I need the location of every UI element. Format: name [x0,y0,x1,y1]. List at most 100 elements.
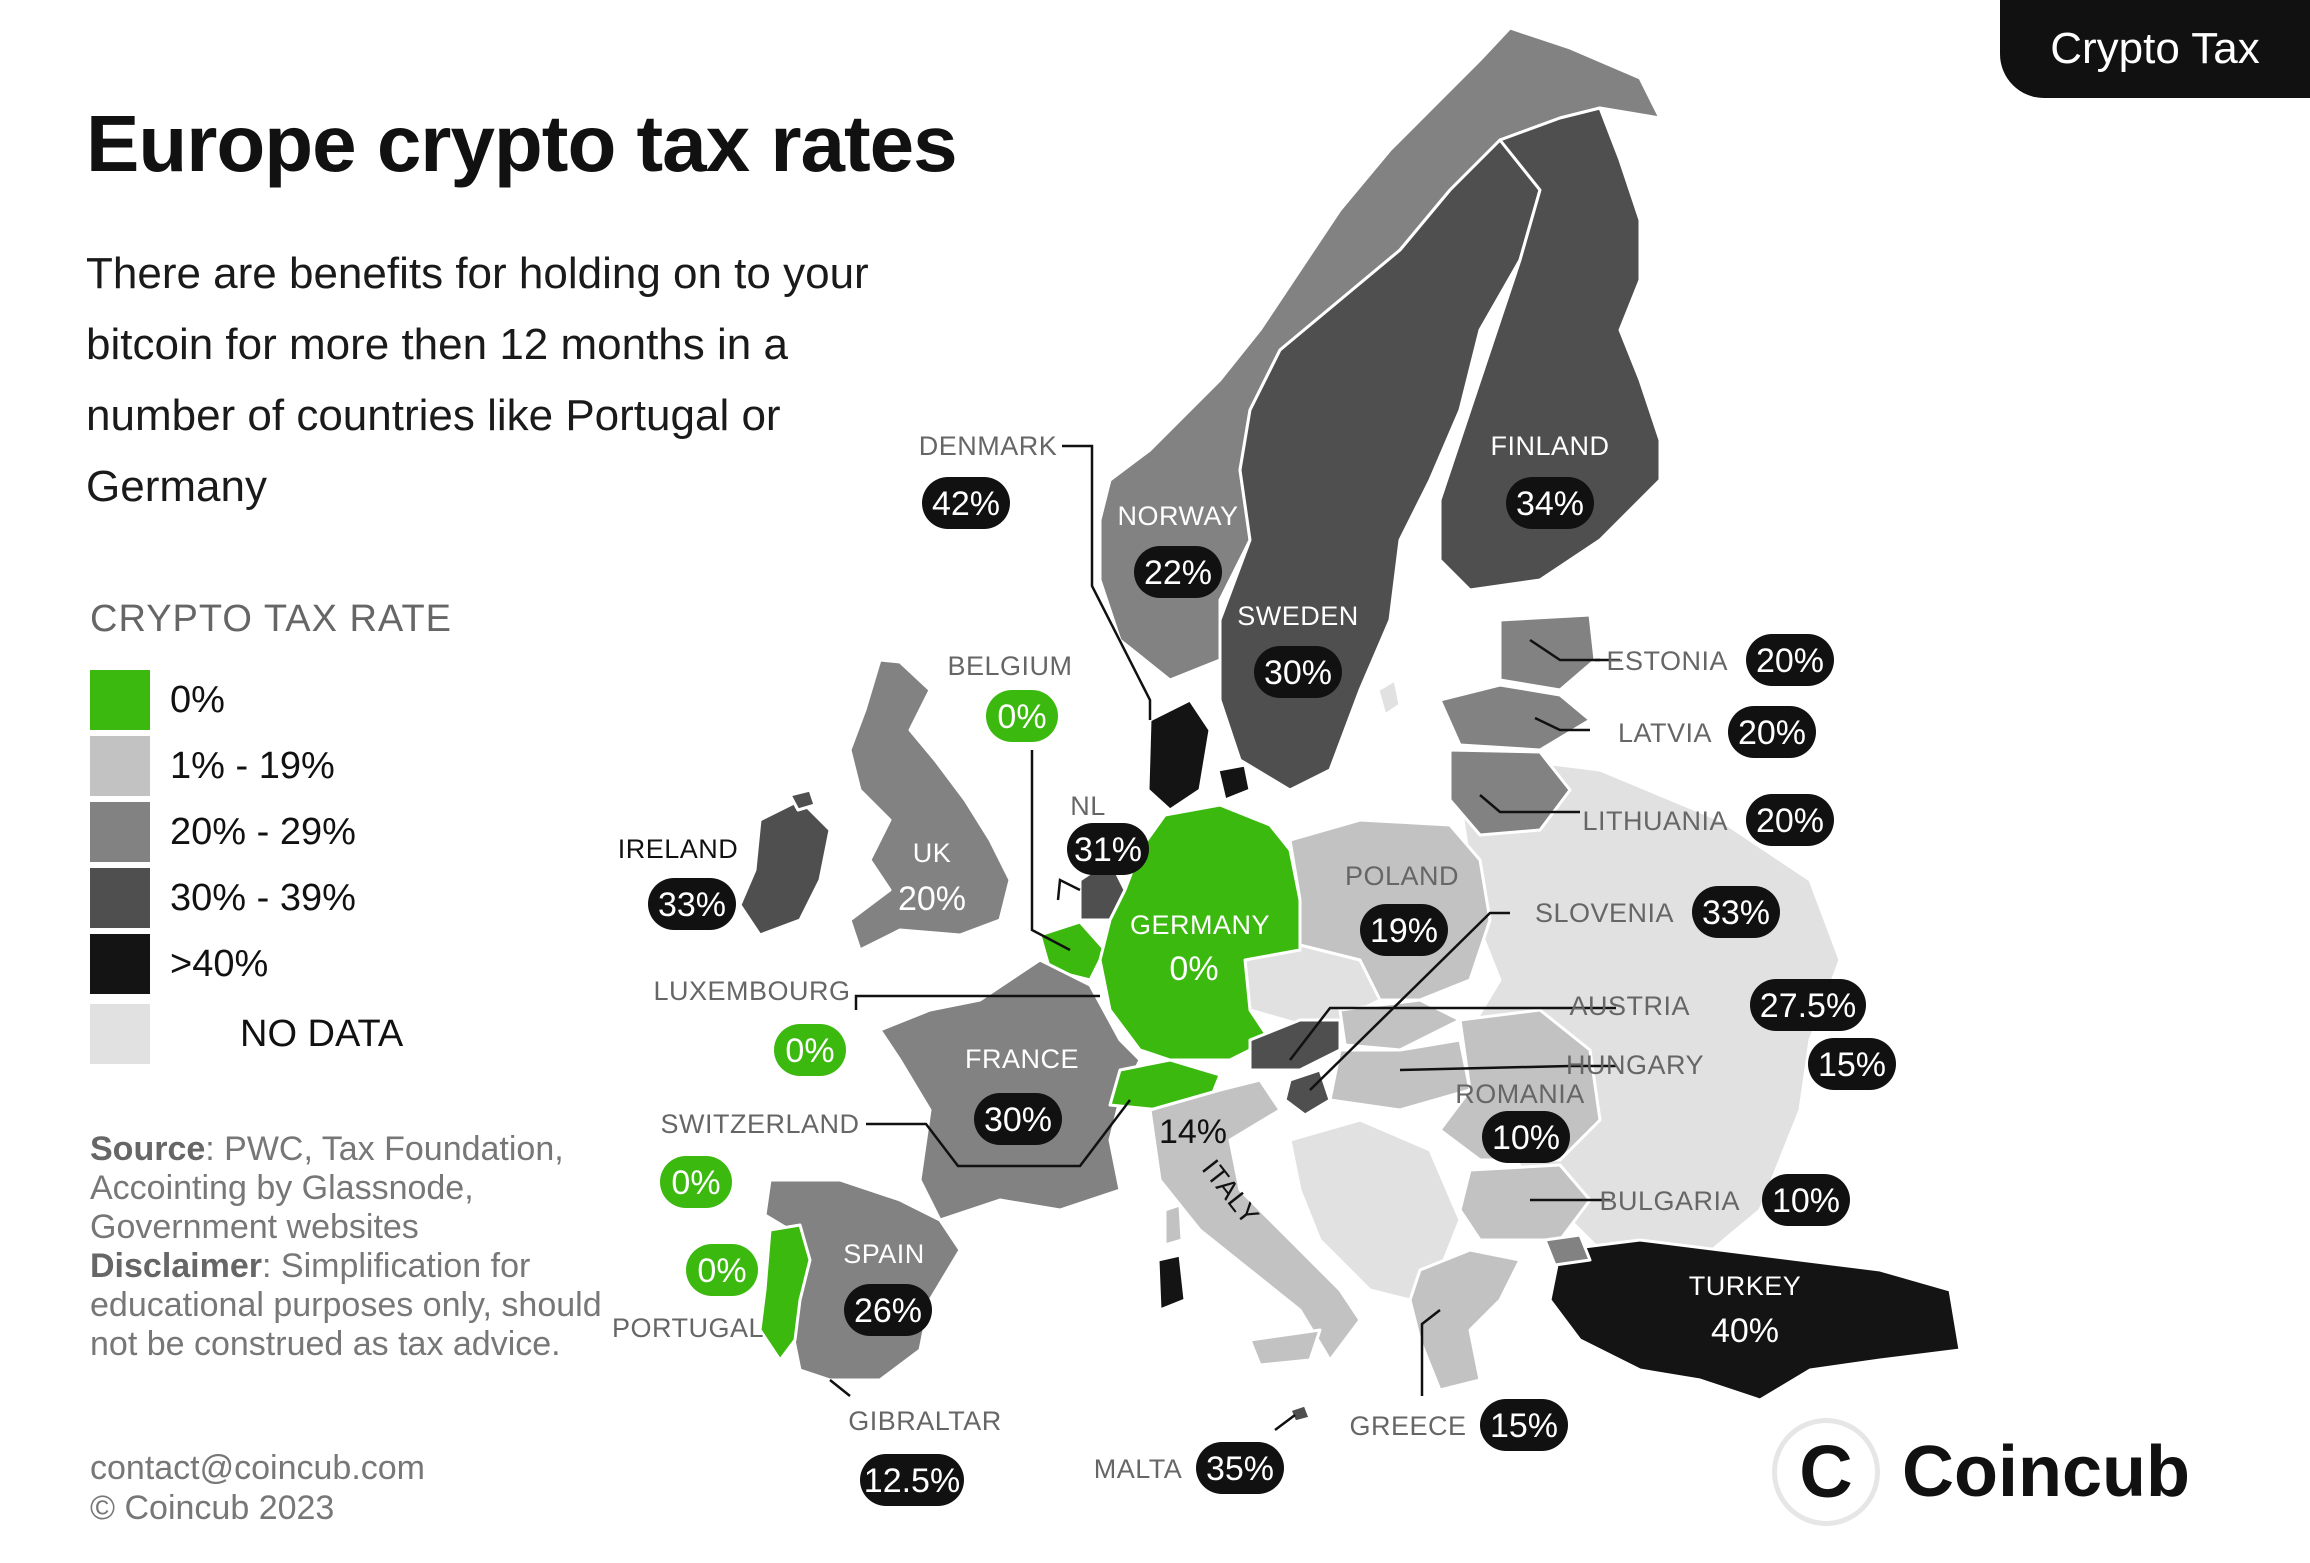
rate-badge-germany [1153,942,1235,994]
region-portugal [758,1223,812,1362]
legend-swatch [90,802,150,862]
rate-label-bulgaria: 10% [1772,1182,1840,1220]
rate-badge-sweden [1254,646,1342,698]
rate-label-slovenia: 33% [1702,894,1770,932]
map-regions [738,26,1962,1424]
region-sweden [1218,138,1542,792]
leader-line-gibraltar [829,1379,851,1397]
rate-label-sweden: 30% [1264,654,1332,692]
leader-line-greece [1420,1309,1441,1396]
legend-label: 20% - 29% [170,810,356,853]
region-slovakia [1338,998,1462,1052]
rate-label-spain: 26% [854,1292,922,1330]
region-france [878,958,1142,1222]
region-sardinia [1163,1203,1184,1247]
region-uk [848,658,1012,952]
country-name-uk: UK [913,838,952,868]
rate-badge-turkey [1704,1304,1786,1356]
leader-line-luxembourg [854,994,1100,1010]
legend-swatch [90,868,150,928]
rate-label-estonia: 20% [1756,642,1824,680]
rate-label-hungary: 15% [1818,1046,1886,1084]
leader-lines [829,444,1620,1431]
rate-badge-latvia [1728,706,1816,758]
rate-badge-gibraltar [860,1454,964,1506]
subtitle: There are benefits for holding on to you… [86,249,869,511]
legend-swatch [90,1004,150,1064]
legend-title: CRYPTO TAX RATE [90,598,453,640]
legend-item: 1% - 19% [90,736,335,796]
country-name-spain: SPAIN [843,1239,925,1269]
rate-badge-norway [1134,546,1222,598]
leader-line-estonia2 [1529,638,1600,662]
region-ireland [738,798,832,937]
legend-item: NO DATA [90,1004,403,1064]
rate-badge-greece [1480,1399,1568,1451]
legend-label: 30% - 39% [170,876,356,919]
region-denmark [1146,698,1212,812]
legend-label: 0% [170,678,225,721]
legend-label: NO DATA [240,1012,404,1055]
rate-label-malta: 35% [1206,1450,1274,1488]
rate-badge-romania [1482,1111,1570,1163]
leader-line-belgium [1030,750,1071,952]
country-name-france: FRANCE [965,1044,1079,1074]
legend-label: 1% - 19% [170,744,335,787]
rate-label-portugal: 0% [697,1252,746,1290]
rate-badge-nl [1067,823,1149,875]
rate-label-france: 30% [984,1101,1052,1139]
leader-line-nl [1056,878,1081,901]
coincub-logo: C Coincub [1772,1418,2190,1526]
rate-badge-lithuania [1746,794,1834,846]
region-malta [1288,1403,1312,1424]
rate-badge-austria [1750,979,1866,1031]
rate-label-germany: 0% [1169,950,1218,988]
country-name-latvia: LATVIA [1618,718,1712,748]
coincub-mark-icon: C [1772,1418,1880,1526]
disclaimer-text: : Simplification for educational purpose… [90,1247,602,1363]
rate-label-switzerland: 0% [671,1164,720,1202]
legend-item: 20% - 29% [90,802,356,862]
rate-badge-ireland [648,878,736,930]
rate-label-ireland: 33% [658,886,726,924]
leader-line-latvia [1534,716,1590,732]
country-name-austria: AUSTRIA [1569,991,1690,1021]
country-name-luxembourg: LUXEMBOURG [653,976,850,1006]
country-name-portugal: PORTUGAL [612,1313,764,1343]
brand-name: Coincub [1902,1432,2190,1512]
rate-label-poland: 19% [1370,912,1438,950]
region-no-data-island [1376,678,1402,717]
leader-line-denmark [1062,444,1152,720]
rate-badge-hungary [1808,1038,1896,1090]
region-greece [1408,1248,1522,1392]
source-text: : PWC, Tax Foundation, Accointing by Gla… [90,1130,564,1246]
country-name-finland: FINLAND [1490,431,1609,461]
rate-label-belgium: 0% [997,698,1046,736]
rate-badge-denmark [922,477,1010,529]
rate-label-greece: 15% [1490,1407,1558,1445]
country-name-switzerland: SWITZERLAND [660,1109,859,1139]
rate-badge-malta [1196,1442,1284,1494]
country-name-estonia: ESTONIA [1606,646,1728,676]
rate-badge-switzerland [660,1156,732,1208]
region-italy [1148,1078,1362,1362]
rate-label-luxembourg: 0% [785,1032,834,1070]
rate-label-italy: 14% [1159,1113,1227,1151]
region-turkey-thrace [1543,1233,1592,1267]
leader-line-slovenia [1309,911,1510,1091]
country-name-greece: GREECE [1349,1411,1466,1441]
country-name-denmark: DENMARK [919,431,1058,461]
legend-swatch [90,670,150,730]
rate-badge-bulgaria [1762,1174,1850,1226]
region-austria [1248,1018,1342,1072]
country-name-belgium: BELGIUM [947,651,1072,681]
legend-item: 0% [90,670,225,730]
country-name-germany: GERMANY [1130,910,1270,940]
leader-line-lithuania [1479,794,1580,814]
source-note: Source: PWC, Tax Foundation, Accointing … [90,1130,630,1364]
country-name-ireland: IRELAND [618,834,739,864]
rate-badge-spain [844,1284,932,1336]
rate-label-finland: 34% [1516,485,1584,523]
rate-label-nl: 31% [1074,831,1142,869]
